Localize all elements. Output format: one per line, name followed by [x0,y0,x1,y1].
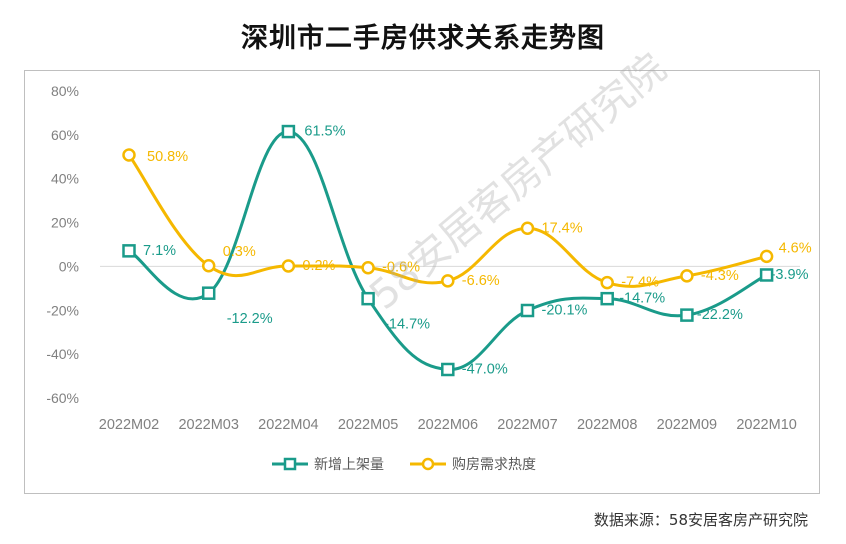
legend-label: 购房需求热度 [452,457,536,473]
legend-marker [421,457,435,471]
data-point-square [361,291,375,306]
y-tick-label: 80% [51,83,79,99]
data-label: 7.1% [143,243,176,259]
supply-series-line [128,130,768,371]
x-tick-label: 2022M06 [418,417,478,433]
data-point-circle [520,221,535,236]
data-label: -7.4% [621,275,659,291]
chart-title: 深圳市二手房供求关系走势图 [241,23,605,54]
data-point-square [759,268,774,282]
data-label: -12.2% [227,311,273,327]
chart-frame [24,70,820,494]
x-tick-label: 2022M08 [577,417,637,433]
data-label: 17.4% [542,220,583,236]
y-tick-label: -60% [46,390,79,406]
data-point-square [441,362,455,377]
data-label: -14.7% [384,317,430,333]
data-point-circle [680,269,694,283]
y-tick-label: 20% [51,215,79,231]
y-tick-label: -40% [46,346,79,362]
data-label: 0.3% [223,244,256,260]
x-tick-label: 2022M03 [178,417,238,433]
legend-marker [283,457,297,471]
data-point-circle [201,259,216,273]
data-label: -4.3% [701,268,739,284]
data-label: -6.6% [462,273,500,289]
data-point-circle [281,259,296,273]
legend-label: 新增上架量 [314,457,384,473]
data-label: 61.5% [304,124,345,140]
x-tick-label: 2022M05 [338,417,398,433]
data-point-circle [600,275,614,290]
x-tick-label: 2022M10 [736,417,796,433]
data-point-square [122,244,136,258]
data-point-square [281,124,296,139]
data-point-circle [441,274,455,288]
y-tick-label: 40% [51,171,79,187]
data-label: -3.9% [771,267,809,283]
data-label: -20.1% [542,303,588,319]
data-label: -47.0% [462,361,508,377]
data-label: -0.6% [382,260,420,276]
data-point-circle [122,148,136,162]
data-point-circle [361,260,375,275]
data-point-square [520,303,535,318]
data-label: 0.2% [302,258,335,274]
data-label: 4.6% [779,240,812,256]
y-tick-label: 0% [59,258,79,274]
x-tick-label: 2022M02 [99,417,159,433]
data-label: -22.2% [697,307,743,323]
y-tick-label: 60% [51,127,79,143]
x-tick-label: 2022M09 [657,417,717,433]
data-point-square [201,286,216,300]
data-point-square [680,308,694,322]
data-point-circle [759,249,774,264]
y-tick-label: -20% [46,302,79,318]
x-tick-label: 2022M04 [258,417,318,433]
x-tick-label: 2022M07 [497,417,557,433]
data-point-square [600,291,614,306]
data-label: -14.7% [619,291,665,307]
data-source: 数据来源：58安居客房产研究院 [593,511,808,529]
data-label: 50.8% [147,149,188,165]
